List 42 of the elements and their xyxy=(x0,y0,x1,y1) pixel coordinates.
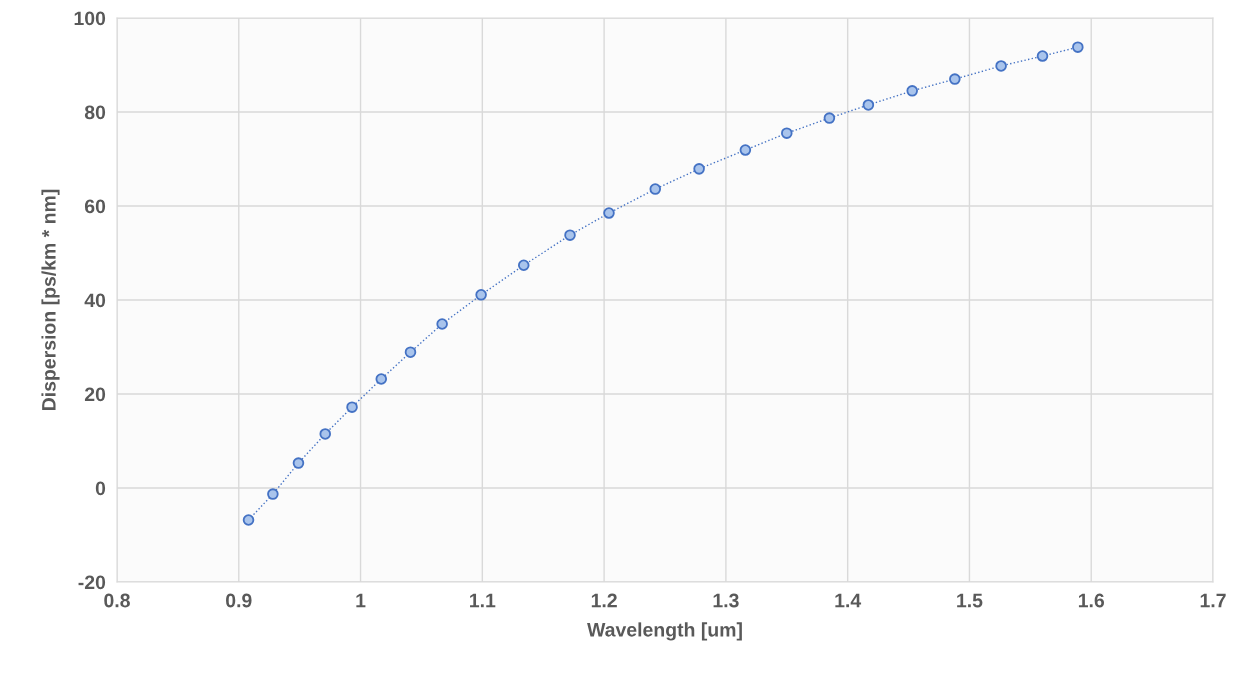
point xyxy=(995,60,1007,72)
y-tick-label: 60 xyxy=(84,199,106,214)
point xyxy=(404,346,417,358)
point xyxy=(739,144,752,156)
y-tick-label: 0 xyxy=(95,481,106,496)
point xyxy=(267,488,279,500)
point xyxy=(862,99,875,111)
point xyxy=(603,207,615,219)
y-tick-label: 20 xyxy=(84,387,106,402)
y-tick-label: 80 xyxy=(84,105,106,120)
point xyxy=(823,112,836,124)
x-tick-label: 1.5 xyxy=(957,593,983,608)
x-tick-label: 1.6 xyxy=(1078,593,1105,608)
point xyxy=(1036,50,1049,62)
x-tick-label: 1.3 xyxy=(713,593,739,608)
point xyxy=(242,514,255,526)
point xyxy=(375,373,388,385)
y-tick-label: -20 xyxy=(78,575,106,590)
x-tick-label: 1 xyxy=(356,593,366,608)
point xyxy=(564,229,576,241)
point xyxy=(949,73,961,85)
x-axis-title: Wavelength [um] xyxy=(587,622,742,641)
point xyxy=(436,318,448,330)
point xyxy=(781,127,793,139)
x-tick-label: 0.9 xyxy=(226,593,252,608)
x-tick-label: 0.8 xyxy=(104,593,130,608)
point xyxy=(906,85,918,97)
y-tick-label: 100 xyxy=(74,11,106,26)
point xyxy=(319,428,332,440)
y-tick-label: 40 xyxy=(84,293,106,308)
point xyxy=(346,401,358,413)
x-tick-label: 1.7 xyxy=(1200,593,1226,608)
point xyxy=(517,259,530,271)
y-axis-title: Dispersion [ps/km * nm] xyxy=(41,189,60,410)
x-tick-label: 1.1 xyxy=(470,593,496,608)
x-tick-label: 1.2 xyxy=(591,593,617,608)
point xyxy=(1072,41,1084,53)
x-tick-label: 1.4 xyxy=(835,593,862,608)
point xyxy=(693,163,705,175)
point xyxy=(292,457,305,469)
point xyxy=(475,289,487,301)
point xyxy=(649,183,662,195)
